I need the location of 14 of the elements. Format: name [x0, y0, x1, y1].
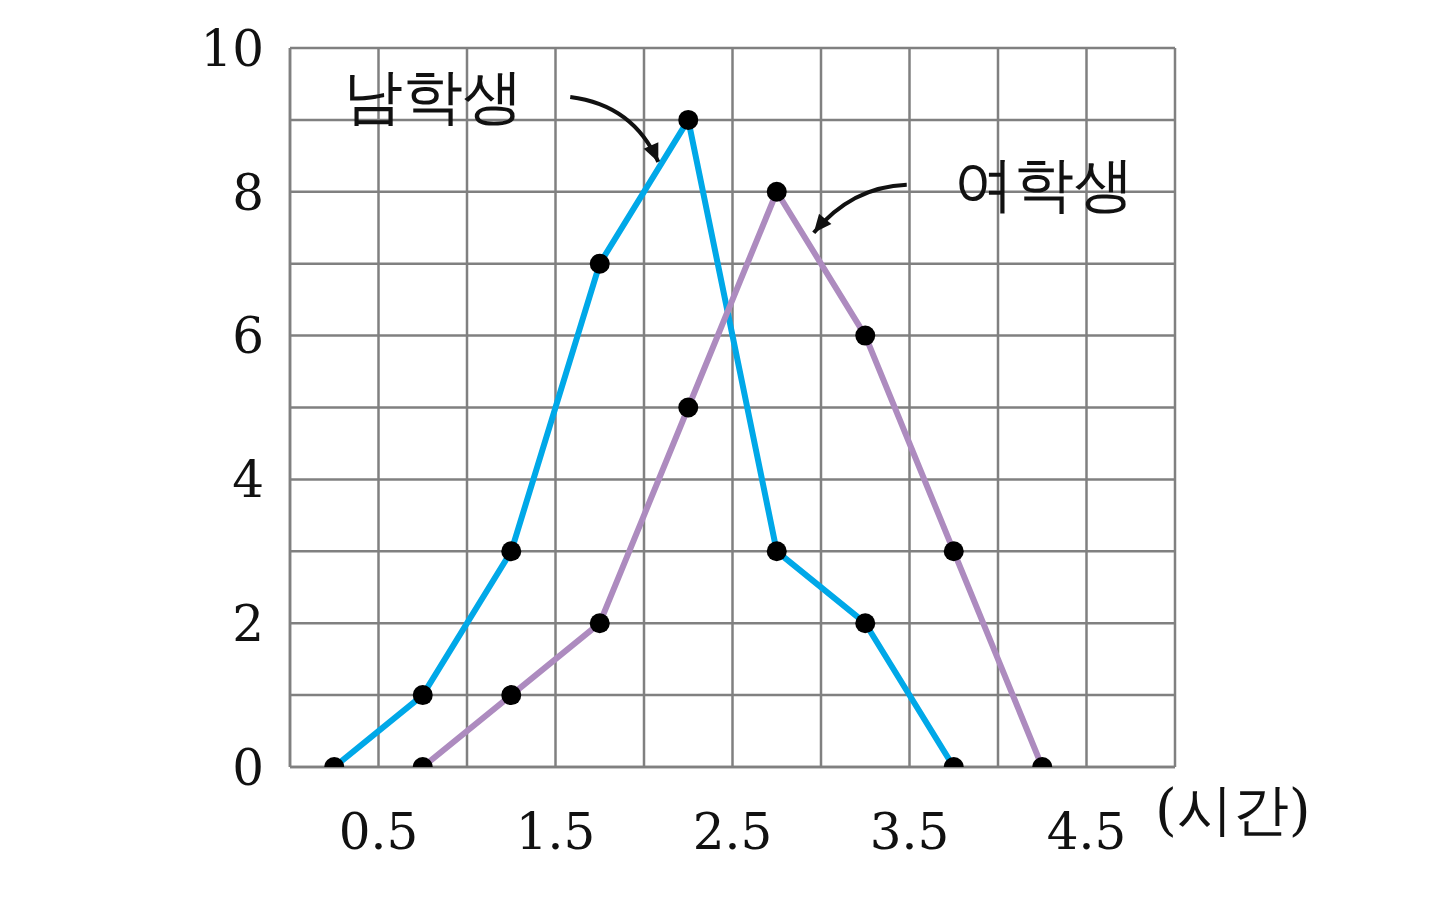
y-tick-label: 10: [200, 19, 264, 78]
x-tick-label: 1.5: [515, 802, 596, 861]
x-tick-label: 3.5: [869, 802, 950, 861]
y-tick-label: 2: [232, 594, 264, 653]
x-tick-label: 4.5: [1046, 802, 1127, 861]
y-tick-label: 0: [232, 738, 264, 797]
text: 여학생: [953, 149, 1134, 220]
x-axis-title: (시간): [1155, 777, 1311, 843]
y-tick-label: 4: [232, 451, 264, 510]
x-tick-label: 0.5: [338, 802, 419, 861]
text: 남학생: [343, 61, 524, 132]
y-tick-label: 6: [232, 307, 264, 366]
y-tick-label: 8: [232, 163, 264, 222]
x-tick-label: 2.5: [692, 802, 773, 861]
